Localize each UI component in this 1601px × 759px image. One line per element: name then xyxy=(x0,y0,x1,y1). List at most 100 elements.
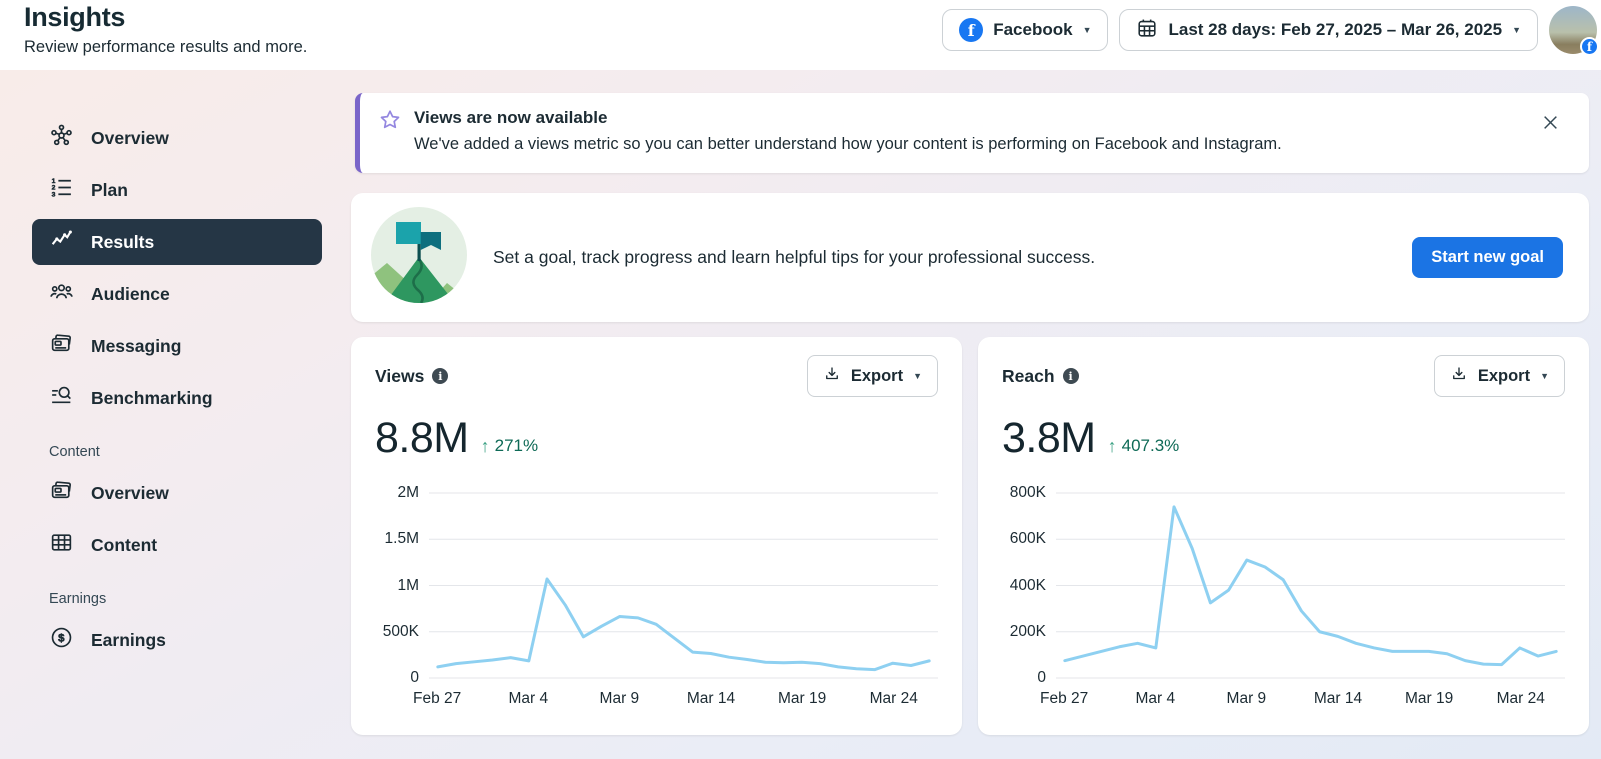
info-icon[interactable]: i xyxy=(1062,368,1079,384)
chevron-down-icon: ▼ xyxy=(1082,24,1092,35)
sidebar: Overview 1 2 3 Plan xyxy=(0,70,348,759)
sidebar-item-content[interactable]: Content xyxy=(32,525,322,565)
trend-line-icon xyxy=(49,227,74,257)
x-tick: Mar 19 xyxy=(1404,690,1454,707)
line-series xyxy=(429,493,938,678)
sidebar-item-overview[interactable]: Overview xyxy=(32,118,322,158)
search-list-icon xyxy=(49,383,74,413)
line-plot xyxy=(1056,493,1565,678)
x-tick: Mar 19 xyxy=(777,690,827,707)
y-tick: 1.5M xyxy=(384,530,419,548)
chevron-down-icon: ▼ xyxy=(1512,24,1521,35)
star-icon xyxy=(378,108,402,137)
y-tick: 600K xyxy=(1009,530,1046,548)
sidebar-item-earnings[interactable]: $ Earnings xyxy=(32,620,322,660)
reach-card: Reach i Export ▼ xyxy=(978,337,1589,735)
x-axis: Feb 27 Mar 4 Mar 9 Mar 14 Mar 19 Mar 24 xyxy=(413,690,938,712)
profile-avatar[interactable]: f xyxy=(1549,6,1599,56)
x-tick: Feb 27 xyxy=(1040,690,1089,707)
line-series xyxy=(1056,493,1565,678)
sidebar-item-label: Results xyxy=(91,231,155,252)
metric-delta: ↑ 407.3% xyxy=(1108,436,1180,463)
y-tick: 800K xyxy=(1009,484,1046,501)
sidebar-item-plan[interactable]: 1 2 3 Plan xyxy=(32,170,322,210)
sidebar-item-label: Audience xyxy=(91,283,170,304)
sidebar-item-content-overview[interactable]: Overview xyxy=(32,473,322,513)
banner-text: Views are now available We've added a vi… xyxy=(414,108,1282,154)
y-tick: 500K xyxy=(382,622,419,640)
header: Insights Review performance results and … xyxy=(0,0,1601,70)
x-tick: Mar 9 xyxy=(1226,690,1267,707)
chevron-down-icon: ▼ xyxy=(1540,370,1549,381)
svg-text:3: 3 xyxy=(52,191,56,198)
y-tick: 0 xyxy=(410,669,419,686)
facebook-badge-icon: f xyxy=(1580,37,1599,56)
network-icon xyxy=(49,123,74,153)
message-cards-icon xyxy=(49,478,74,508)
date-range-button[interactable]: Last 28 days: Feb 27, 2025 – Mar 26, 202… xyxy=(1119,9,1538,51)
views-chart: 2M 1.5M 1M 500K 0 Feb 27 xyxy=(375,484,938,712)
delta-percent: 271% xyxy=(494,436,539,455)
flag-on-mountain-illustration xyxy=(371,207,467,308)
banner-description: We've added a views metric so you can be… xyxy=(414,135,1282,153)
sidebar-item-label: Messaging xyxy=(91,335,182,356)
sidebar-item-results[interactable]: Results xyxy=(32,219,322,265)
sidebar-item-label: Content xyxy=(91,534,158,555)
views-card: Views i Export ▼ xyxy=(351,337,962,735)
sidebar-item-audience[interactable]: Audience xyxy=(32,274,322,314)
y-axis: 2M 1.5M 1M 500K 0 xyxy=(375,484,429,686)
sidebar-item-benchmarking[interactable]: Benchmarking xyxy=(32,378,322,418)
ordered-list-icon: 1 2 3 xyxy=(49,175,74,205)
export-label: Export xyxy=(850,366,904,385)
export-button[interactable]: Export ▼ xyxy=(1433,355,1565,397)
sidebar-item-label: Overview xyxy=(91,482,169,503)
card-title: Views xyxy=(375,365,425,386)
content-area: Overview 1 2 3 Plan xyxy=(0,70,1601,759)
header-controls: f Facebook ▼ Last 28 days: Feb 27, 2025 … xyxy=(942,2,1599,56)
people-icon xyxy=(49,279,74,309)
y-tick: 1M xyxy=(397,576,419,594)
up-arrow-icon: ↑ xyxy=(480,436,490,456)
goal-text: Set a goal, track progress and learn hel… xyxy=(493,247,1096,267)
sidebar-item-label: Earnings xyxy=(91,629,166,650)
svg-text:2: 2 xyxy=(52,185,56,192)
page-subtitle: Review performance results and more. xyxy=(24,38,308,56)
platform-selector-button[interactable]: f Facebook ▼ xyxy=(942,9,1109,51)
export-label: Export xyxy=(1477,366,1531,385)
x-tick: Feb 27 xyxy=(413,690,462,707)
message-cards-icon xyxy=(49,331,74,361)
download-icon xyxy=(1450,365,1468,388)
y-tick: 0 xyxy=(1037,669,1046,686)
page-title: Insights xyxy=(24,2,126,32)
x-tick: Mar 14 xyxy=(686,690,736,707)
export-button[interactable]: Export ▼ xyxy=(806,355,938,397)
line-plot xyxy=(429,493,938,678)
x-tick: Mar 9 xyxy=(599,690,640,707)
main-panel: Views are now available We've added a vi… xyxy=(348,70,1601,759)
x-tick: Mar 24 xyxy=(869,690,918,707)
y-axis: 800K 600K 400K 200K 0 xyxy=(1002,484,1056,686)
metric-delta: ↑ 271% xyxy=(481,436,538,463)
y-tick: 200K xyxy=(1009,622,1046,640)
x-tick: Mar 24 xyxy=(1496,690,1545,707)
header-titles: Insights Review performance results and … xyxy=(24,2,307,57)
calendar-icon xyxy=(1136,17,1158,44)
delta-percent: 407.3% xyxy=(1121,436,1180,455)
info-icon[interactable]: i xyxy=(432,368,449,384)
x-tick: Mar 4 xyxy=(508,690,549,707)
sidebar-item-label: Overview xyxy=(91,127,169,148)
y-tick: 400K xyxy=(1009,576,1046,594)
facebook-icon: f xyxy=(959,18,984,42)
sidebar-item-label: Plan xyxy=(91,179,128,200)
dollar-circle-icon: $ xyxy=(49,625,74,655)
goal-card: Set a goal, track progress and learn hel… xyxy=(351,193,1589,322)
table-icon xyxy=(49,530,74,560)
close-icon[interactable] xyxy=(1536,108,1565,142)
metric-value: 3.8M xyxy=(1002,414,1096,462)
sidebar-item-messaging[interactable]: Messaging xyxy=(32,326,322,366)
reach-chart: 800K 600K 400K 200K 0 Feb 27 xyxy=(1002,484,1565,712)
start-new-goal-button[interactable]: Start new goal xyxy=(1412,237,1563,278)
download-icon xyxy=(823,365,841,388)
x-tick: Mar 14 xyxy=(1313,690,1363,707)
